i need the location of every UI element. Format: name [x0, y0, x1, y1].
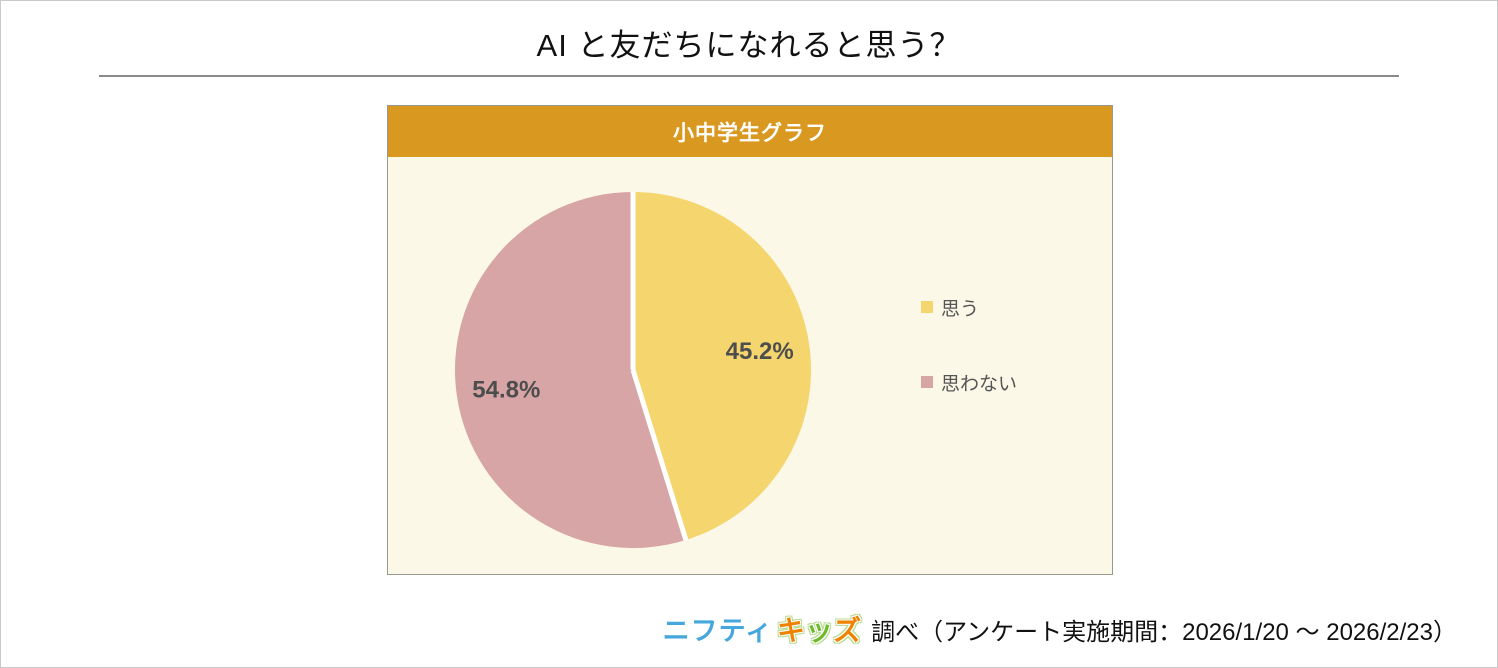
survey-period-text: 調べ（アンケート実施期間：2026/1/20 ～ 2026/2/23）: [871, 618, 1457, 646]
chart-card-body: 45.2% 54.8% 思う 思わない: [388, 157, 1112, 574]
logo-kids-char: キ: [777, 615, 806, 646]
logo-kids-char: ズ: [833, 615, 862, 646]
chart-legend: 思う 思わない: [921, 297, 1017, 395]
source-footer: ニフティ キッズ 調べ（アンケート実施期間：2026/1/20 ～ 2026/2…: [663, 609, 1457, 649]
page-title: AI と友だちになれると思う？: [536, 28, 962, 63]
legend-label-omowanai: 思わない: [941, 373, 1018, 395]
chart-card: 小中学生グラフ 45.2% 54.8% 思う 思わない: [387, 105, 1113, 575]
pie-value-label: 54.8%: [472, 377, 540, 404]
legend-item-omowanai: 思わない: [921, 372, 1017, 395]
logo-kids-char: ッ: [805, 615, 834, 646]
pie-value-label: 45.2%: [726, 338, 794, 365]
chart-card-header: 小中学生グラフ: [388, 106, 1112, 157]
logo-kids-text: キッズ: [777, 609, 861, 649]
chart-card-title: 小中学生グラフ: [673, 121, 827, 145]
title-divider: [99, 75, 1399, 77]
pie-slice-separator: [630, 369, 689, 541]
logo-nifty-text: ニフティ: [662, 616, 774, 646]
pie-slice: [455, 192, 686, 548]
legend-item-omou: 思う: [921, 297, 1017, 320]
legend-label-omou: 思う: [941, 298, 980, 320]
nifty-kids-logo: ニフティ キッズ: [663, 609, 861, 649]
legend-swatch-omou: [921, 301, 933, 313]
pie-slice: [633, 192, 812, 540]
legend-swatch-omowanai: [921, 376, 933, 388]
pie-chart: 45.2% 54.8%: [455, 192, 812, 548]
